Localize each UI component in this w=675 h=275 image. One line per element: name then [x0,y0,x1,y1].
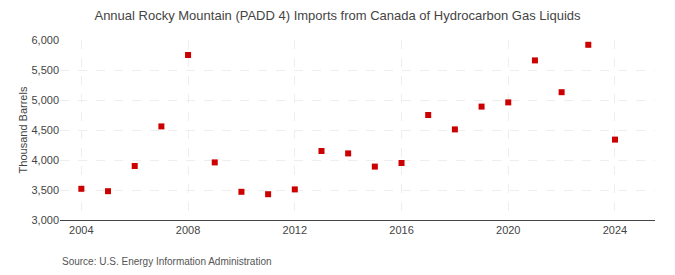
svg-text:4,500: 4,500 [31,124,59,136]
svg-text:Thousand Barrels: Thousand Barrels [17,86,29,173]
svg-text:2004: 2004 [69,224,93,236]
svg-text:2016: 2016 [389,224,413,236]
svg-text:Annual Rocky Mountain (PADD 4): Annual Rocky Mountain (PADD 4) Imports f… [94,8,581,23]
svg-text:2024: 2024 [603,224,627,236]
svg-text:2008: 2008 [176,224,200,236]
svg-text:5,500: 5,500 [31,64,59,76]
svg-text:2012: 2012 [283,224,307,236]
svg-text:Source: U.S. Energy Informatio: Source: U.S. Energy Information Administ… [62,256,272,267]
svg-text:2020: 2020 [496,224,520,236]
svg-text:5,000: 5,000 [31,94,59,106]
svg-text:3,500: 3,500 [31,184,59,196]
svg-text:3,000: 3,000 [31,214,59,226]
svg-text:4,000: 4,000 [31,154,59,166]
svg-text:6,000: 6,000 [31,34,59,46]
